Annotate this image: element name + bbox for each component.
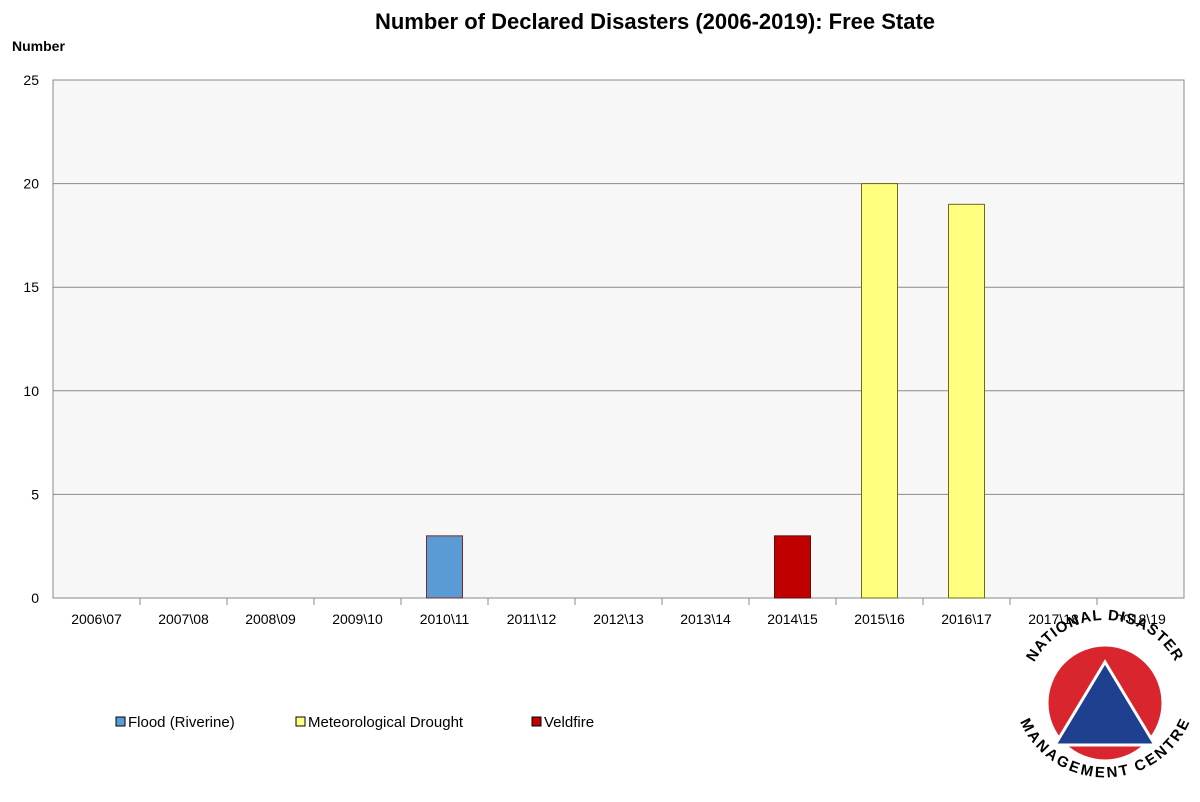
ndmc-logo: NATIONAL DISASTER MANAGEMENT CENTRE — [1016, 607, 1193, 788]
x-tick-label: 2014\15 — [767, 611, 818, 627]
gridlines — [53, 183, 1184, 495]
legend-item: Flood (Riverine) — [115, 714, 235, 731]
x-tick-label: 2011\12 — [507, 611, 557, 627]
x-tick-label: 2007\08 — [158, 611, 209, 627]
bar — [861, 183, 898, 599]
logo-triangle-icon — [1052, 659, 1158, 747]
x-tick-label: 2015\16 — [854, 611, 905, 627]
bar — [774, 535, 811, 599]
legend-swatch — [115, 716, 126, 727]
legend: Flood (Riverine) Meteorological Drought Ve… — [115, 714, 594, 731]
x-tick-label: 2016\17 — [941, 611, 992, 627]
legend-item: Veldfire — [531, 714, 594, 731]
y-tick-label: 10 — [23, 383, 39, 399]
bars — [426, 183, 985, 599]
legend-label: Veldfire — [544, 714, 594, 731]
y-axis-label: Number — [12, 38, 65, 54]
legend-label: Flood (Riverine) — [128, 714, 235, 731]
x-tick-label: 2013\14 — [680, 611, 731, 627]
x-tick-label: 2009\10 — [332, 611, 383, 627]
legend-label: Meteorological Drought — [308, 714, 464, 731]
plot-background — [52, 79, 1185, 599]
legend-swatch — [531, 716, 542, 727]
x-tick-label: 2010\11 — [420, 611, 470, 627]
legend-swatch — [295, 716, 306, 727]
x-tick-label: 2006\07 — [71, 611, 122, 627]
y-ticks: 0 5 10 15 20 25 — [23, 72, 39, 606]
x-ticks: 2006\07 2007\08 2008\09 2009\10 2010\11 2011\… — [71, 598, 1166, 627]
y-tick-label: 15 — [23, 279, 39, 295]
x-tick-label: 2017\18 — [1028, 611, 1079, 627]
bar — [948, 203, 985, 599]
y-tick-label: 20 — [23, 176, 39, 192]
x-tick-label: 2008\09 — [245, 611, 296, 627]
chart-title: Number of Declared Disasters (2006-2019)… — [375, 9, 935, 34]
y-tick-label: 5 — [31, 486, 39, 502]
y-tick-label: 25 — [23, 72, 39, 88]
bar — [426, 535, 463, 599]
legend-item: Meteorological Drought — [295, 714, 464, 731]
x-tick-label: 2012\13 — [593, 611, 644, 627]
y-tick-label: 0 — [31, 590, 39, 606]
